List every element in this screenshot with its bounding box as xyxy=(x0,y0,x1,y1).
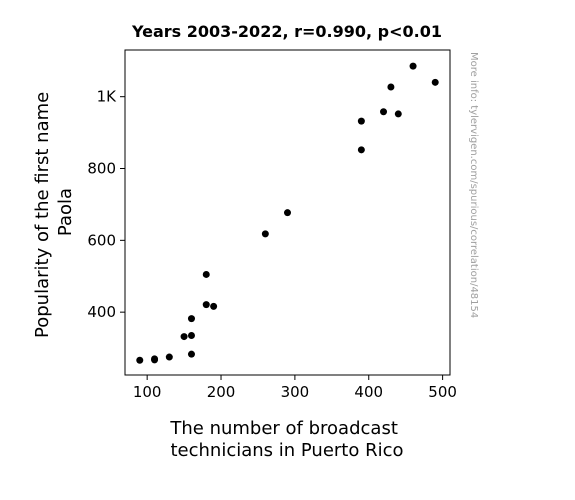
data-point xyxy=(284,209,291,217)
x-tick-label: 200 xyxy=(207,383,236,401)
data-point xyxy=(202,301,210,309)
data-point xyxy=(187,350,195,358)
x-axis-ticks: 100 200 300 400 500 xyxy=(133,375,457,401)
data-point xyxy=(136,356,144,364)
y-axis-label-line-2: Paola xyxy=(55,188,76,236)
chart-title: Years 2003-2022, r=0.990, p<0.01 xyxy=(131,22,442,41)
data-point xyxy=(187,315,195,323)
x-axis-label-line-1: The number of broadcast xyxy=(169,418,398,439)
watermark-text: More info: tylervigen.com/spurious/corre… xyxy=(468,52,479,318)
data-point xyxy=(187,331,195,339)
y-tick-label: 400 xyxy=(87,303,116,321)
y-tick-label: 800 xyxy=(87,160,116,178)
data-point xyxy=(165,353,173,361)
data-point xyxy=(387,83,395,91)
data-point xyxy=(180,333,188,341)
x-tick-label: 400 xyxy=(354,383,383,401)
plot-frame xyxy=(124,49,451,376)
data-point xyxy=(202,270,210,278)
y-axis-ticks: 400 600 800 1K xyxy=(87,88,125,321)
y-tick-label: 600 xyxy=(87,231,116,249)
x-tick-label: 100 xyxy=(133,383,162,401)
points-layer xyxy=(136,62,439,364)
x-axis-label: The number of broadcast technicians in P… xyxy=(169,418,403,461)
y-axis-label-line-1: Popularity of the first name xyxy=(32,92,53,338)
data-point xyxy=(431,78,439,86)
x-tick-label: 300 xyxy=(281,383,310,401)
y-tick-label: 1K xyxy=(97,88,118,106)
x-tick-label: 500 xyxy=(428,383,457,401)
data-point xyxy=(357,117,365,125)
x-axis-label-line-2: technicians in Puerto Rico xyxy=(170,440,403,461)
data-point xyxy=(261,230,269,238)
data-point xyxy=(409,62,417,70)
y-axis-label: Popularity of the first name Paola xyxy=(32,86,76,338)
data-point xyxy=(394,110,402,118)
data-point xyxy=(357,146,365,154)
data-point xyxy=(380,108,388,116)
data-point xyxy=(210,302,218,310)
data-point xyxy=(151,356,159,364)
